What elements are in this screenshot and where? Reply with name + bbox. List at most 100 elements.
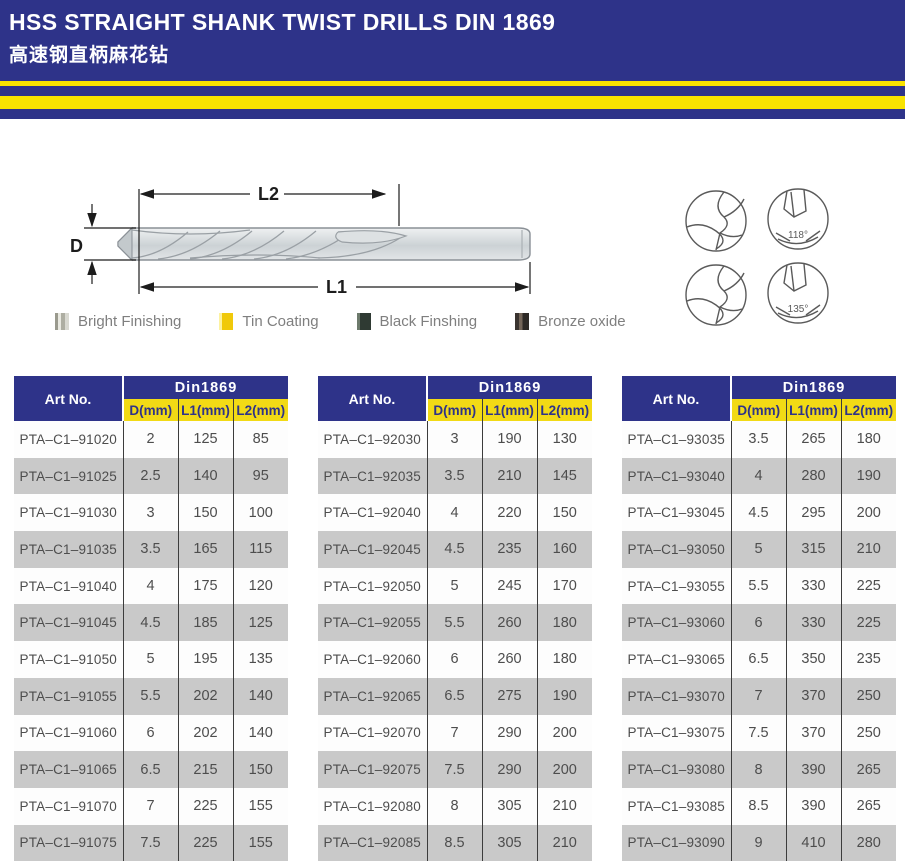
table-row: PTA–C1–93050 5 315 210 — [622, 531, 896, 568]
l2-mm-cell: 145 — [536, 457, 592, 495]
spec-table: Art No. Din1869 D(mm) L1(mm) L2(mm) PTA–C1–91… — [14, 376, 288, 862]
l2-mm-cell: 140 — [232, 714, 288, 752]
table-row: PTA–C1–92085 8.5 305 210 — [318, 824, 592, 862]
d-mm-cell: 3 — [426, 421, 482, 458]
table-row: PTA–C1–91050 5 195 135 — [14, 641, 288, 678]
d-mm-cell: 8 — [730, 751, 786, 788]
drill-point-diagrams: 118° 135° — [685, 188, 829, 326]
d-mm-cell: 6.5 — [426, 677, 482, 715]
d-mm-cell: 2.5 — [122, 457, 178, 495]
table-row: PTA–C1–93090 9 410 280 — [622, 824, 896, 862]
d-mm-cell: 8.5 — [730, 787, 786, 825]
l2-mm-cell: 190 — [840, 457, 896, 495]
dim-label-d: D — [70, 236, 83, 256]
table-row: PTA–C1–91055 5.5 202 140 — [14, 677, 288, 715]
l2-mm-cell: 200 — [536, 751, 592, 788]
l1-mm-cell: 220 — [481, 494, 537, 532]
l1-mm-cell: 390 — [785, 751, 841, 788]
table-row: PTA–C1–91060 6 202 140 — [14, 714, 288, 752]
l1-mm-cell: 245 — [481, 567, 537, 605]
art-no-cell: PTA–C1–91060 — [14, 714, 123, 752]
drill-bit-illustration — [117, 226, 531, 262]
art-no-cell: PTA–C1–91030 — [14, 494, 123, 532]
table-row: PTA–C1–91070 7 225 155 — [14, 787, 288, 825]
art-no-cell: PTA–C1–91075 — [14, 824, 123, 862]
table-row: PTA–C1–93065 6.5 350 235 — [622, 641, 896, 678]
stripe-navy — [0, 86, 905, 96]
d-mm-cell: 5 — [426, 567, 482, 605]
art-no-cell: PTA–C1–91035 — [14, 531, 123, 568]
art-no-cell: PTA–C1–93090 — [622, 824, 731, 862]
l2-mm-cell: 265 — [840, 787, 896, 825]
table-row: PTA–C1–92070 7 290 200 — [318, 714, 592, 752]
l2-mm-cell: 140 — [232, 677, 288, 715]
black-finshing-swatch-icon — [356, 313, 371, 330]
l1-mm-cell: 125 — [177, 421, 233, 458]
table-row: PTA–C1–93080 8 390 265 — [622, 751, 896, 788]
l2-mm-cell: 210 — [536, 787, 592, 825]
d-mm-cell: 3.5 — [426, 457, 482, 495]
d-mm-cell: 6 — [122, 714, 178, 752]
table-row: PTA–C1–91035 3.5 165 115 — [14, 531, 288, 568]
l1-mm-cell: 295 — [785, 494, 841, 532]
table-row: PTA–C1–93070 7 370 250 — [622, 677, 896, 715]
l1-mm-cell: 275 — [481, 677, 537, 715]
l2-mm-cell: 120 — [232, 567, 288, 605]
d-mm-header: D(mm) — [731, 399, 786, 421]
d-mm-cell: 4 — [122, 567, 178, 605]
l1-mm-cell: 202 — [177, 714, 233, 752]
l1-mm-cell: 370 — [785, 714, 841, 752]
art-no-cell: PTA–C1–91070 — [14, 787, 123, 825]
d-mm-cell: 5.5 — [122, 677, 178, 715]
art-no-cell: PTA–C1–91065 — [14, 751, 123, 788]
table-row: PTA–C1–91065 6.5 215 150 — [14, 751, 288, 788]
l2-mm-cell: 125 — [232, 604, 288, 642]
l2-mm-header: L2(mm) — [536, 399, 592, 421]
spec-table: Art No. Din1869 D(mm) L1(mm) L2(mm) PTA–C1–93… — [622, 376, 896, 862]
table-row: PTA–C1–91025 2.5 140 95 — [14, 457, 288, 495]
l2-mm-cell: 180 — [536, 641, 592, 678]
l1-mm-cell: 260 — [481, 604, 537, 642]
legend-label: Tin Coating — [242, 313, 319, 330]
d-mm-cell: 7 — [426, 714, 482, 752]
drill-end-view-top — [685, 190, 747, 252]
art-no-cell: PTA–C1–92035 — [318, 457, 427, 495]
l2-mm-cell: 225 — [840, 604, 896, 642]
art-no-cell: PTA–C1–92060 — [318, 641, 427, 678]
l1-mm-cell: 165 — [177, 531, 233, 568]
legend-label: Black Finshing — [379, 313, 478, 330]
legend-item-black-finshing: Black Finshing — [356, 313, 478, 330]
drill-dimension-drawing: L2 L1 D — [70, 184, 531, 297]
art-no-cell: PTA–C1–92080 — [318, 787, 427, 825]
table-row: PTA–C1–93085 8.5 390 265 — [622, 787, 896, 825]
art-no-cell: PTA–C1–92065 — [318, 677, 427, 715]
l2-mm-cell: 180 — [536, 604, 592, 642]
art-no-cell: PTA–C1–91040 — [14, 567, 123, 605]
l1-mm-cell: 225 — [177, 824, 233, 862]
dim-label-l2: L2 — [258, 184, 279, 204]
d-mm-header: D(mm) — [427, 399, 482, 421]
d-mm-cell: 7 — [122, 787, 178, 825]
l2-mm-cell: 225 — [840, 567, 896, 605]
art-no-column-header: Art No. — [318, 376, 428, 421]
l1-mm-cell: 265 — [785, 421, 841, 458]
art-no-cell: PTA–C1–92030 — [318, 421, 427, 458]
l1-mm-cell: 215 — [177, 751, 233, 788]
l1-mm-cell: 185 — [177, 604, 233, 642]
d-mm-cell: 7.5 — [730, 714, 786, 752]
l1-mm-cell: 280 — [785, 457, 841, 495]
l2-mm-cell: 200 — [840, 494, 896, 532]
art-no-cell: PTA–C1–93070 — [622, 677, 731, 715]
table-row: PTA–C1–91045 4.5 185 125 — [14, 604, 288, 642]
l1-mm-cell: 175 — [177, 567, 233, 605]
stripe-yellow-thin — [0, 81, 905, 86]
page-header: HSS STRAIGHT SHANK TWIST DRILLS DIN 1869… — [0, 0, 905, 81]
d-mm-cell: 4.5 — [426, 531, 482, 568]
l2-mm-cell: 160 — [536, 531, 592, 568]
l2-mm-header: L2(mm) — [840, 399, 896, 421]
l1-mm-cell: 370 — [785, 677, 841, 715]
art-no-cell: PTA–C1–93085 — [622, 787, 731, 825]
table-row: PTA–C1–92050 5 245 170 — [318, 567, 592, 605]
l2-mm-cell: 180 — [840, 421, 896, 458]
d-mm-cell: 5 — [122, 641, 178, 678]
